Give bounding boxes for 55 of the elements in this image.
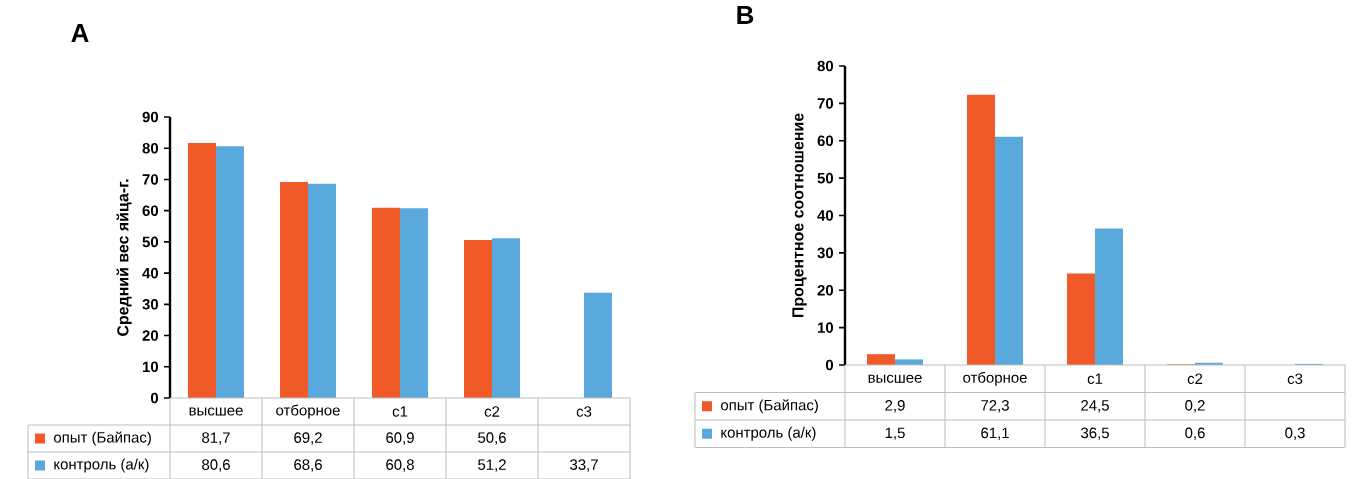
- y-axis-title: Средний вес яйца-г.: [116, 179, 132, 336]
- y-tick-label: 80: [817, 60, 834, 72]
- y-tick-label: 30: [817, 247, 834, 259]
- y-tick-label: 20: [142, 330, 159, 341]
- legend-label: опыт (Байпас): [721, 399, 818, 414]
- data-label: 81,7: [202, 432, 230, 445]
- y-tick-label: 50: [817, 172, 834, 184]
- y-tick-label: 80: [142, 142, 159, 154]
- y-tick-label: 10: [142, 361, 159, 373]
- x-tick-label: с3: [1287, 373, 1303, 385]
- y-tick-label: 40: [817, 210, 834, 221]
- data-label: 50,6: [478, 432, 506, 445]
- data-label: 2,9: [885, 400, 905, 413]
- legend-label: контроль (а/к): [54, 458, 149, 473]
- y-tick-label: 50: [142, 236, 159, 248]
- y-tick-label: 90: [142, 111, 159, 123]
- x-tick-label: отборное: [963, 371, 1027, 386]
- x-tick-label: высшее: [868, 374, 922, 383]
- legend-label: опыт (Байпас): [54, 431, 151, 446]
- data-label: 69,2: [294, 432, 322, 445]
- y-tick-label: 70: [142, 174, 159, 185]
- chart-title: B: [737, 6, 754, 24]
- y-tick-label: 0: [825, 359, 834, 371]
- chart-title: A: [71, 24, 89, 42]
- y-tick-label: 60: [142, 205, 159, 216]
- data-label: 72,3: [981, 400, 1009, 413]
- x-tick-label: с2: [484, 406, 500, 417]
- data-label: 68,6: [294, 459, 322, 472]
- data-label: 61,1: [981, 427, 1009, 440]
- data-label: 24,5: [1081, 400, 1109, 413]
- data-label: 60,8: [386, 459, 414, 472]
- data-label: 0,3: [1285, 427, 1305, 440]
- y-tick-label: 40: [142, 267, 159, 279]
- data-label: 33,7: [570, 459, 598, 472]
- x-tick-label: высшее: [189, 407, 243, 416]
- legend-label: контроль (а/к): [721, 426, 816, 441]
- y-axis-title: Процентное соотношение: [792, 113, 807, 318]
- data-label: 60,9: [386, 432, 414, 445]
- x-tick-label: отборное: [276, 404, 340, 419]
- y-tick-label: 70: [817, 98, 834, 109]
- x-tick-label: с2: [1187, 373, 1203, 385]
- data-label: 80,6: [202, 459, 230, 472]
- y-tick-label: 10: [817, 322, 834, 333]
- y-tick-label: 60: [817, 135, 834, 147]
- y-tick-label: 20: [817, 284, 834, 296]
- x-tick-label: с1: [1087, 373, 1103, 384]
- data-label: 0,2: [1185, 400, 1205, 413]
- data-label: 1,5: [885, 427, 905, 440]
- y-tick-label: 30: [142, 299, 159, 310]
- y-tick-label: 0: [150, 392, 159, 404]
- data-label: 36,5: [1081, 427, 1109, 440]
- x-tick-label: с1: [392, 406, 408, 417]
- data-label: 51,2: [478, 459, 506, 472]
- x-tick-label: с3: [576, 406, 592, 417]
- data-label: 0,6: [1185, 427, 1205, 440]
